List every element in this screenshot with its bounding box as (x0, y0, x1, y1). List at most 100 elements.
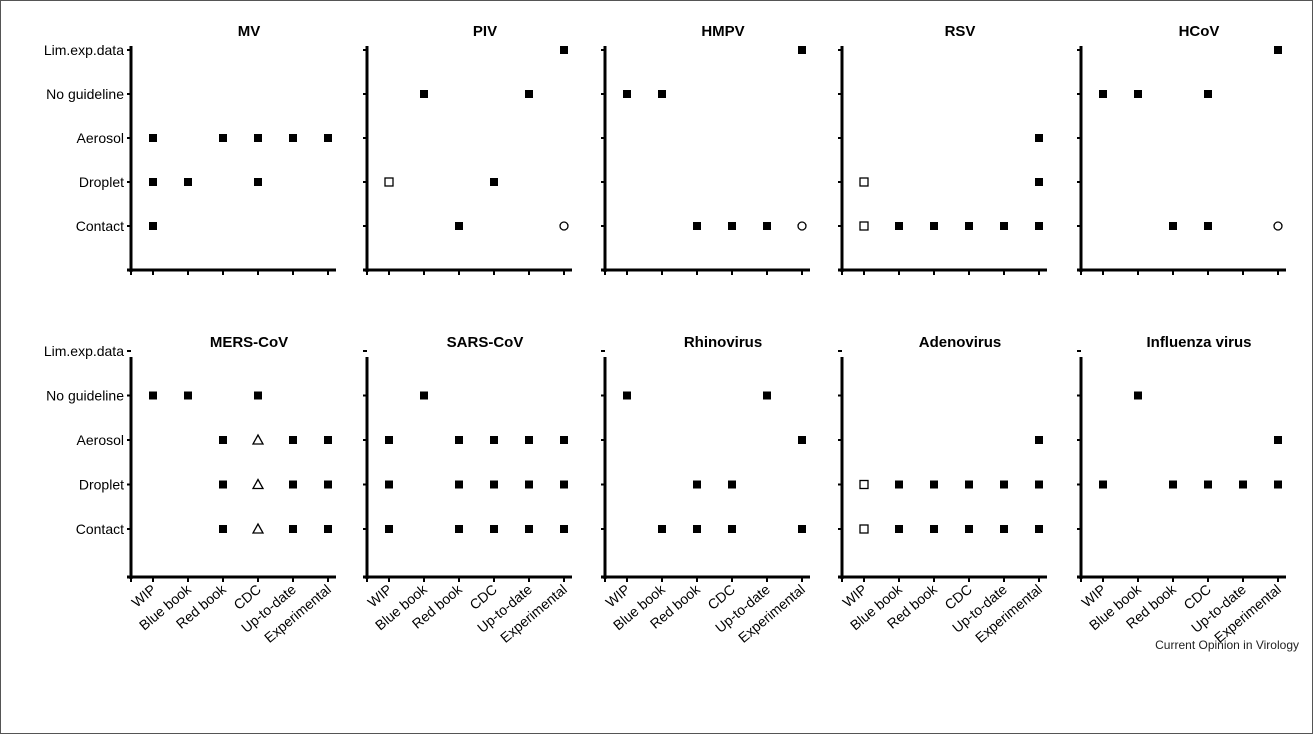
data-point-influenza-virus (1274, 480, 1282, 489)
data-point-mv (324, 134, 332, 142)
y-tick-label: Aerosol (77, 432, 124, 448)
data-point-adenovirus (1035, 436, 1043, 444)
data-point-sars-cov (455, 480, 463, 489)
data-point-hcov (1134, 90, 1142, 98)
data-point-adenovirus (965, 480, 973, 489)
data-point-rsv (965, 222, 973, 230)
data-point-hmpv (798, 46, 806, 54)
data-point-adenovirus (930, 525, 938, 533)
data-point-mers-cov (289, 525, 297, 533)
data-point-mers-cov (289, 480, 297, 489)
data-point-mers-cov (219, 525, 227, 533)
data-point-hmpv (763, 222, 771, 230)
data-point-rhinovirus (658, 525, 666, 533)
data-point-sars-cov (490, 525, 498, 533)
panel-title-hmpv: HMPV (701, 23, 744, 40)
panel-title-mers-cov: MERS-CoV (210, 334, 288, 351)
data-point-mv (254, 178, 262, 186)
panel-title-piv: PIV (473, 23, 497, 40)
data-point-adenovirus (1000, 525, 1008, 533)
panel-title-hcov: HCoV (1179, 23, 1220, 40)
data-point-influenza-virus (1204, 480, 1212, 489)
data-point-mers-cov (251, 433, 265, 445)
panel-title-mv: MV (238, 23, 261, 40)
data-point-hmpv (728, 222, 736, 230)
figure-credit: Current Opinion in Virology (1155, 638, 1299, 652)
data-point-sars-cov (420, 391, 428, 400)
data-point-hmpv (797, 221, 807, 231)
data-point-mers-cov (184, 391, 192, 400)
data-point-sars-cov (490, 436, 498, 444)
y-tick-label: Lim.exp.data (44, 343, 124, 359)
data-point-sars-cov (525, 436, 533, 444)
panel-title-adenovirus: Adenovirus (919, 334, 1002, 351)
data-point-hcov (1273, 221, 1283, 231)
panel-title-rhinovirus: Rhinovirus (684, 334, 762, 351)
data-point-piv (525, 90, 533, 98)
data-point-adenovirus (859, 524, 869, 534)
y-tick-label: No guideline (46, 86, 124, 102)
data-point-rhinovirus (623, 391, 631, 400)
data-point-adenovirus (965, 525, 973, 533)
data-point-influenza-virus (1169, 480, 1177, 489)
data-point-mers-cov (324, 525, 332, 533)
data-point-mers-cov (289, 436, 297, 444)
data-point-rhinovirus (728, 525, 736, 533)
data-point-sars-cov (385, 525, 393, 533)
y-tick-label: Droplet (79, 174, 124, 190)
data-point-rhinovirus (798, 436, 806, 444)
data-point-mv (149, 222, 157, 230)
y-tick-label: No guideline (46, 388, 124, 404)
data-point-hcov (1274, 46, 1282, 54)
y-tick-label: Contact (76, 521, 124, 537)
data-point-rsv (859, 177, 869, 187)
data-point-sars-cov (455, 436, 463, 444)
data-point-rhinovirus (798, 525, 806, 533)
data-point-adenovirus (1035, 480, 1043, 489)
data-point-sars-cov (560, 436, 568, 444)
data-point-mv (184, 178, 192, 186)
data-point-sars-cov (560, 525, 568, 533)
data-point-mv (254, 134, 262, 142)
data-point-mv (149, 134, 157, 142)
data-point-rsv (1000, 222, 1008, 230)
data-point-hmpv (623, 90, 631, 98)
data-point-rhinovirus (728, 480, 736, 489)
data-point-mers-cov (219, 480, 227, 489)
data-point-mers-cov (149, 391, 157, 400)
data-point-mers-cov (324, 480, 332, 489)
data-point-rsv (895, 222, 903, 230)
data-point-piv (384, 177, 394, 187)
data-point-sars-cov (455, 525, 463, 533)
y-tick-label: Contact (76, 218, 124, 234)
data-point-hmpv (658, 90, 666, 98)
panel-title-rsv: RSV (945, 23, 976, 40)
data-point-adenovirus (1000, 480, 1008, 489)
data-point-sars-cov (385, 480, 393, 489)
data-point-hcov (1099, 90, 1107, 98)
data-point-piv (490, 178, 498, 186)
data-point-piv (455, 222, 463, 230)
data-point-mv (289, 134, 297, 142)
data-point-sars-cov (490, 480, 498, 489)
y-tick-label: Droplet (79, 477, 124, 493)
data-point-hcov (1169, 222, 1177, 230)
data-point-sars-cov (385, 436, 393, 444)
data-point-piv (559, 221, 569, 231)
data-point-piv (560, 46, 568, 54)
data-point-influenza-virus (1274, 436, 1282, 444)
data-point-sars-cov (525, 480, 533, 489)
y-tick-label: Lim.exp.data (44, 42, 124, 58)
data-point-rhinovirus (763, 391, 771, 400)
y-tick-label: Aerosol (77, 130, 124, 146)
panel-title-sars-cov: SARS-CoV (447, 334, 524, 351)
data-point-influenza-virus (1099, 480, 1107, 489)
data-point-mers-cov (251, 478, 265, 490)
data-point-hcov (1204, 222, 1212, 230)
data-point-hmpv (693, 222, 701, 230)
data-point-influenza-virus (1134, 391, 1142, 400)
data-point-mers-cov (219, 436, 227, 444)
data-point-piv (420, 90, 428, 98)
data-point-hcov (1204, 90, 1212, 98)
